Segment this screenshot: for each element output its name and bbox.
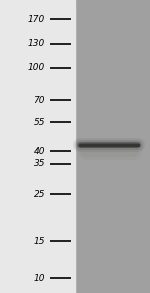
Text: 55: 55 — [33, 118, 45, 127]
Text: 130: 130 — [28, 39, 45, 48]
Text: 15: 15 — [33, 237, 45, 246]
Bar — [75, 0, 150, 293]
Text: 70: 70 — [33, 96, 45, 105]
Text: 100: 100 — [28, 63, 45, 72]
Text: 10: 10 — [33, 274, 45, 283]
Text: 35: 35 — [33, 159, 45, 168]
Bar — [0, 0, 75, 293]
Text: 170: 170 — [28, 15, 45, 24]
Text: 40: 40 — [33, 147, 45, 156]
Text: 25: 25 — [33, 190, 45, 199]
